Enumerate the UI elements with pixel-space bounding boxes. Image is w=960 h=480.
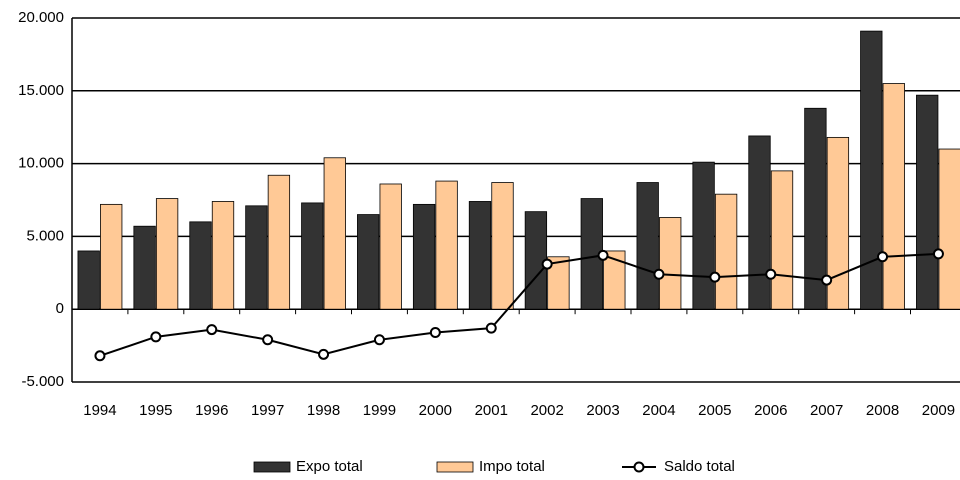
x-tick-label: 2006 (754, 402, 787, 419)
bar (301, 202, 324, 310)
line-marker (150, 331, 162, 343)
line-marker (429, 326, 441, 338)
bar (491, 182, 514, 310)
legend-label: Saldo total (664, 458, 735, 475)
line (99, 252, 939, 357)
bar (770, 170, 794, 310)
bar (603, 250, 626, 310)
bar (882, 83, 905, 310)
bar (323, 157, 346, 310)
bar (435, 180, 458, 310)
bar (714, 193, 738, 310)
x-tick-label: 1998 (307, 402, 340, 419)
bar (211, 201, 235, 310)
x-tick-label: 1997 (251, 402, 284, 419)
x-tick-label: 2003 (586, 402, 619, 419)
bar (659, 217, 682, 310)
x-tick-label: 1995 (139, 402, 172, 419)
bar (133, 225, 156, 310)
y-tick-label: 10.000 (18, 155, 64, 172)
bar (916, 94, 939, 310)
line-marker (877, 251, 889, 263)
y-tick-label: 5.000 (26, 227, 64, 244)
legend-swatch (253, 461, 291, 473)
bar (189, 221, 212, 310)
line-marker (318, 348, 330, 360)
legend-marker (633, 461, 645, 473)
x-tick-label: 1994 (83, 402, 116, 419)
line-marker (94, 350, 106, 362)
line-marker (765, 268, 777, 280)
line-marker (653, 268, 665, 280)
line-marker (373, 334, 385, 346)
bar (692, 161, 715, 310)
line-marker (932, 248, 944, 260)
legend-label: Expo total (296, 458, 363, 475)
bar (412, 203, 436, 310)
bar (468, 201, 492, 310)
bar (826, 136, 850, 310)
bar (379, 183, 402, 310)
bar (860, 30, 883, 310)
bar (357, 214, 380, 310)
x-tick-label: 1996 (195, 402, 228, 419)
x-tick-label: 2007 (810, 402, 843, 419)
line-marker (709, 271, 721, 283)
bar (267, 174, 291, 310)
x-tick-label: 2005 (698, 402, 731, 419)
line-marker (541, 258, 553, 270)
y-tick-label: 0 (56, 300, 64, 317)
bar (245, 205, 268, 310)
x-tick-label: 2004 (642, 402, 675, 419)
x-tick-label: 2000 (419, 402, 452, 419)
x-tick-label: 2008 (866, 402, 899, 419)
bar (100, 203, 123, 310)
line-marker (262, 334, 274, 346)
line-marker (597, 249, 609, 261)
bar (77, 250, 100, 310)
bar (636, 182, 659, 310)
legend-swatch (436, 461, 474, 473)
y-tick-label: 20.000 (18, 9, 64, 26)
line-marker (485, 322, 497, 334)
bar (938, 148, 960, 310)
bar (748, 135, 771, 310)
x-tick-label: 2002 (530, 402, 563, 419)
line-marker (821, 274, 833, 286)
bar (547, 256, 570, 310)
y-tick-label: 15.000 (18, 82, 64, 99)
x-tick-label: 2001 (475, 402, 508, 419)
bar (155, 198, 179, 310)
x-tick-label: 1999 (363, 402, 396, 419)
y-tick-label: -5.000 (21, 373, 64, 390)
legend-label: Impo total (479, 458, 545, 475)
bar (804, 107, 827, 310)
x-tick-label: 2009 (922, 402, 955, 419)
line-marker (206, 324, 218, 336)
